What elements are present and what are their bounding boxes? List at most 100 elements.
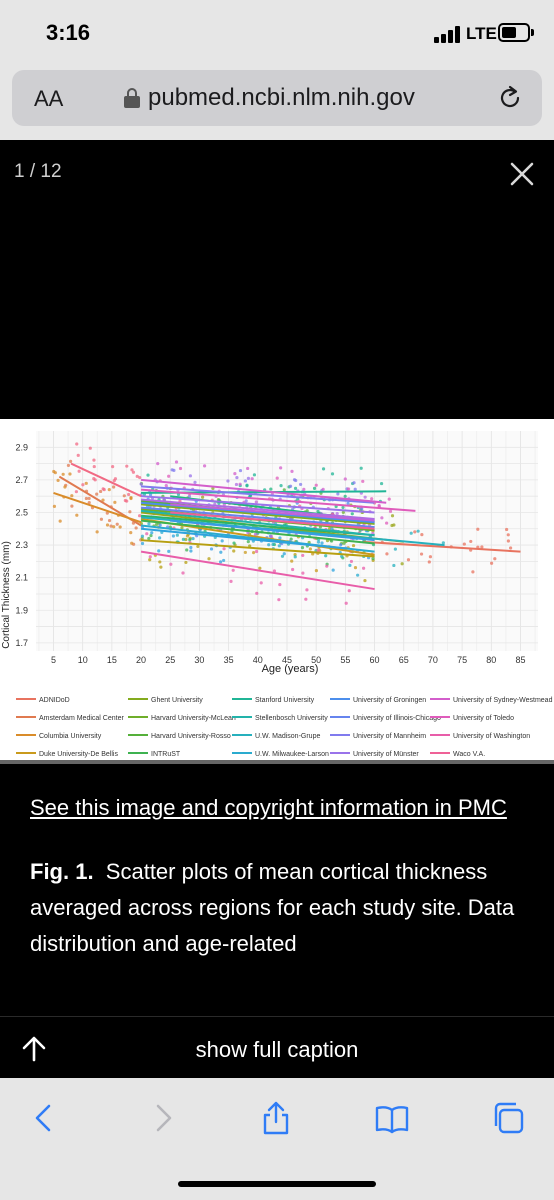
data-point [346,487,351,491]
data-point [275,476,279,480]
chevron-left-icon[interactable] [26,1100,62,1136]
data-point [277,598,281,602]
data-point [148,558,152,562]
data-point [441,541,445,545]
chevron-right-icon[interactable] [145,1100,181,1136]
data-point [393,547,397,551]
data-point [148,493,153,497]
data-point [164,484,168,488]
data-point [253,532,257,536]
data-point [304,597,308,601]
data-point [92,476,96,481]
data-point [409,531,413,535]
data-point [150,531,154,535]
data-point [101,498,105,502]
data-point [209,547,214,551]
legend-label: Stanford University [255,697,315,704]
data-point [229,579,233,583]
x-tick-label: 80 [486,655,496,665]
data-point [135,474,139,478]
reload-icon[interactable] [496,84,524,112]
data-point [169,562,173,566]
legend-label: University of Washington [453,733,530,740]
chart-grid [36,431,538,651]
data-point [379,481,384,486]
pmc-link[interactable]: See this image and copyright information… [30,795,507,820]
data-point [196,544,200,549]
data-point [70,504,74,508]
y-tick-label: 2.3 [15,540,28,550]
data-point [469,539,473,544]
data-point [505,527,509,532]
legend-label: U.W. Madison-Grupe [255,733,320,740]
data-point [324,554,328,558]
url-text[interactable]: pubmed.ncbi.nlm.nih.gov [148,84,415,111]
data-point [320,541,324,545]
data-point [299,482,303,487]
data-point [385,521,389,525]
data-point [342,541,346,545]
tabs-icon[interactable] [490,1100,526,1136]
data-point [362,566,366,570]
data-point [88,446,92,450]
data-point [187,494,192,498]
legend-label: Columbia University [39,733,102,740]
share-icon[interactable] [258,1100,294,1136]
data-point [400,562,404,566]
arrow-up-icon[interactable] [20,1035,48,1063]
x-tick-label: 60 [370,655,380,665]
y-tick-label: 2.9 [15,442,28,452]
data-point [63,485,67,489]
data-point [427,560,431,564]
caption-bar: show full caption [0,1016,554,1078]
figure-bottom-edge [0,760,554,764]
data-point [126,492,131,497]
data-point [128,510,132,514]
data-point [343,477,347,481]
data-point [66,463,71,468]
data-point [149,533,153,538]
data-point [238,468,243,473]
chart-trend-lines [53,462,521,591]
data-point [385,552,389,556]
trend-line [140,506,375,529]
data-point [172,468,176,472]
data-point [370,497,374,501]
trend-line [170,519,375,542]
x-axis-label: Age (years) [262,663,319,675]
book-icon[interactable] [374,1100,410,1136]
data-point [202,464,207,468]
data-point [420,533,424,537]
x-tick-label: 85 [515,655,525,665]
data-point [353,565,358,570]
data-point [140,541,145,546]
figure-caption: Fig. 1. Scatter plots of mean cortical t… [30,854,530,962]
show-full-caption-button[interactable]: show full caption [195,1037,359,1062]
data-point [293,486,298,490]
close-icon[interactable] [506,158,538,190]
data-point [218,560,223,564]
reader-options-button[interactable]: AA [34,86,64,111]
x-tick-label: 5 [51,655,56,665]
data-point [188,538,192,542]
figure-image[interactable]: 1.7 1.9 2.1 2.3 2.5 2.7 2.9 5 10 15 20 25 30 35 40 45 5… [0,419,554,764]
data-point [184,560,188,565]
status-time: 3:16 [46,20,91,45]
data-point [321,467,326,471]
data-point [99,517,104,521]
status-bar: 3:16 LTE [0,0,554,66]
data-point [428,555,433,559]
x-tick-label: 30 [194,655,204,665]
data-point [139,482,143,486]
data-point [339,543,343,547]
data-point [58,519,62,523]
data-point [138,475,142,480]
data-point [350,512,354,516]
address-bar[interactable]: AA pubmed.ncbi.nlm.nih.gov [12,70,542,126]
data-point [74,490,78,494]
data-point [254,549,259,554]
trend-line [140,550,375,591]
data-point [272,569,277,573]
data-point [235,475,239,480]
legend-label: Harvard University-Rosso [151,733,231,740]
